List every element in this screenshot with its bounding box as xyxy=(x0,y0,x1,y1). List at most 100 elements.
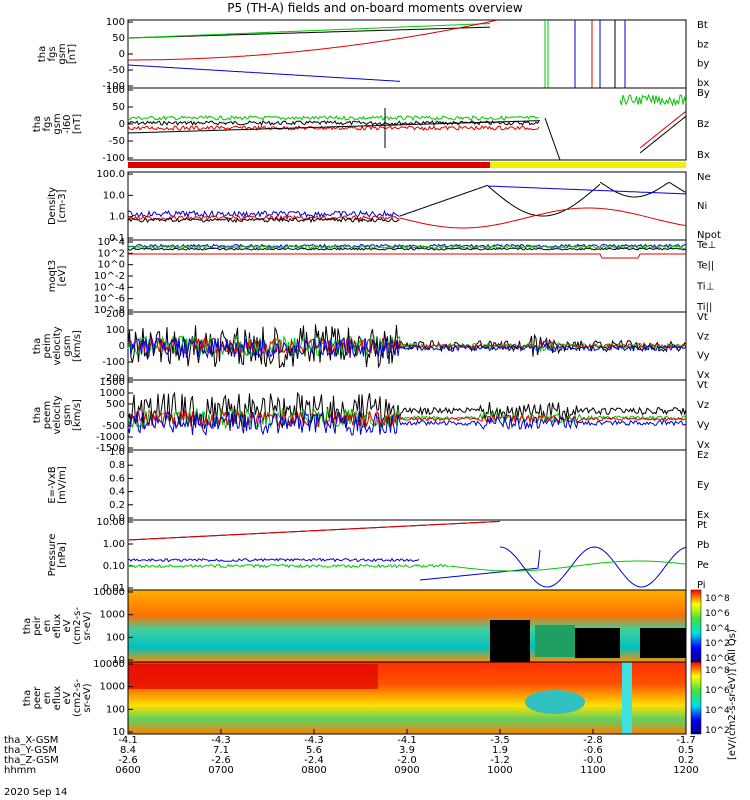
y-axis-label: (cm2-s- xyxy=(72,607,83,645)
y-tick-label: -100 xyxy=(102,153,125,164)
y-tick-label: 0.8 xyxy=(109,460,125,471)
series-line xyxy=(544,117,561,161)
colorbar-p10 xyxy=(690,661,702,735)
legend-by: By xyxy=(697,88,710,99)
y-axis-label: eflux xyxy=(52,614,63,639)
y-tick-label: 10 xyxy=(112,727,125,738)
y-tick-label: 100 xyxy=(106,85,125,96)
axis-row-value: 0800 xyxy=(301,765,326,776)
axis-row-label: tha_Z-GSM xyxy=(4,755,59,766)
mode-bar-yellow xyxy=(490,162,686,168)
axis-row-value: 1100 xyxy=(580,765,605,776)
legend-bz: bz xyxy=(697,39,709,50)
series-line xyxy=(128,19,499,61)
axis-row-value: 7.1 xyxy=(213,745,229,756)
series-line xyxy=(127,120,541,134)
series-line xyxy=(127,243,687,249)
series-line xyxy=(127,64,401,82)
axis-row-value: -0.6 xyxy=(583,745,603,756)
y-axis-label: eV xyxy=(62,619,73,632)
series-line xyxy=(639,110,687,149)
y-tick-label: 10 xyxy=(112,655,125,666)
date-label: 2020 Sep 14 xyxy=(4,787,67,798)
axis-row-value: -4.3 xyxy=(211,735,231,746)
series-line xyxy=(419,549,541,581)
y-tick-label: -1000 xyxy=(96,432,125,443)
panel-p3: 100.0 10.0 1.0 0.1 Density [cm-3] Ne Ni Npot xyxy=(47,169,721,244)
colorbar-tick: 10^0 xyxy=(705,654,730,664)
y-axis-label: [mV/m] xyxy=(57,466,68,504)
y-axis-label: Pressure xyxy=(47,534,58,577)
panel-p10: 10^8 10^6 10^4 10^2 10000 1000 100 10 tha peer en e… xyxy=(22,659,730,738)
legend-vy: Vy xyxy=(697,420,710,431)
axis-row-value: -1.7 xyxy=(676,735,696,746)
y-tick-label: 1000 xyxy=(100,388,125,399)
series-line xyxy=(499,546,687,588)
y-axis-label: gsm xyxy=(62,335,73,356)
y-tick-label: 10^-4 xyxy=(94,282,125,293)
series-line xyxy=(127,247,687,251)
y-tick-label: 10000 xyxy=(93,659,125,670)
legend-ez: Ez xyxy=(697,450,709,461)
series-line xyxy=(128,253,686,259)
y-tick-label: -100 xyxy=(102,81,125,92)
legend-ne: Ne xyxy=(697,172,711,183)
chart-title: P5 (TH-A) fields and on-board moments ov… xyxy=(227,1,523,15)
y-tick-label: 10^4 xyxy=(98,237,125,248)
y-tick-label: -200 xyxy=(102,373,125,384)
colorbar-tick: 10^6 xyxy=(705,609,730,619)
y-tick-label: 10^0 xyxy=(98,260,125,271)
colorbar-p9 xyxy=(690,589,702,663)
y-axis-label: moqt3 xyxy=(47,260,58,293)
colorbar-tick: 10^2 xyxy=(705,726,730,736)
axis-row-value: 5.6 xyxy=(306,745,322,756)
y-tick-label: -1500 xyxy=(96,443,125,454)
series-line xyxy=(127,324,687,369)
y-tick-label: -50 xyxy=(109,136,125,147)
y-tick-label: 0.10 xyxy=(103,561,125,572)
colorbar-tick: 10^8 xyxy=(705,666,730,676)
y-tick-label: 100 xyxy=(106,17,125,28)
legend-vx: Vx xyxy=(697,370,710,381)
y-tick-label: 10.0 xyxy=(103,190,125,201)
y-tick-label: 10.00 xyxy=(96,517,125,528)
series-line xyxy=(127,26,491,39)
y-axis-label: tha xyxy=(32,116,43,132)
colorbar-tick: 10^4 xyxy=(705,624,730,634)
axis-row-value: -2.8 xyxy=(583,735,603,746)
legend-pb: Pb xyxy=(697,540,709,551)
axis-row-value: 0.5 xyxy=(678,745,694,756)
legend-pe: Pe xyxy=(697,560,709,571)
y-tick-label: 10^2 xyxy=(98,248,125,259)
axis-row-value: -4.1 xyxy=(397,735,417,746)
axis-row-value: 1.9 xyxy=(492,745,508,756)
y-axis-label: tha xyxy=(32,338,43,354)
y-axis-label: tha xyxy=(32,407,43,423)
y-axis-label: [nT] xyxy=(67,44,78,64)
series-line xyxy=(127,336,687,360)
y-tick-label: 1500 xyxy=(100,377,125,388)
y-tick-label: 0.6 xyxy=(109,473,125,484)
axis-row-value: -2.6 xyxy=(211,755,231,766)
series-line xyxy=(487,183,601,217)
y-tick-label: 10^-8 xyxy=(94,305,125,316)
legend-pi: Pi xyxy=(697,580,706,591)
y-axis-label: fgs xyxy=(42,116,53,131)
series-line xyxy=(127,216,400,224)
series-line xyxy=(449,560,687,572)
series-line xyxy=(639,115,687,154)
series-line xyxy=(619,93,687,107)
legend-te||: Te|| xyxy=(696,261,714,272)
y-tick-label: 100 xyxy=(106,704,125,715)
panel-p7: 1.0 0.8 0.6 0.4 0.2 0.0 E=-VxB [mV/m] Ez Ey Ex xyxy=(47,447,709,524)
y-axis-label: velocity xyxy=(52,395,63,434)
spectrogram-gap xyxy=(490,620,530,662)
legend-vz: Vz xyxy=(697,331,709,342)
legend-vz: Vz xyxy=(697,400,709,411)
series-line xyxy=(487,185,687,195)
panel-p1: 100 50 0 -50 -100 tha fgs gsm [nT] Bt bz by bx xyxy=(37,17,709,92)
y-tick-label: 0.1 xyxy=(109,233,125,244)
axis-row-value: 0700 xyxy=(208,765,233,776)
